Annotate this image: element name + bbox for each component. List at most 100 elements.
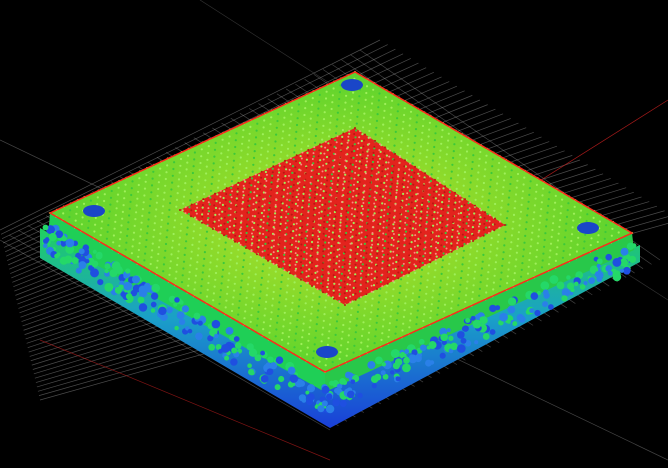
point xyxy=(460,337,467,344)
point xyxy=(413,251,416,254)
point xyxy=(347,334,350,337)
point xyxy=(269,318,272,321)
point xyxy=(238,235,241,238)
point xyxy=(472,147,476,150)
point xyxy=(196,254,199,257)
point xyxy=(367,273,370,276)
point xyxy=(371,160,375,164)
point xyxy=(229,258,232,261)
point xyxy=(367,148,370,151)
point xyxy=(596,258,603,265)
point xyxy=(226,155,229,159)
point xyxy=(255,194,258,197)
point xyxy=(221,275,224,278)
point xyxy=(219,224,222,227)
point xyxy=(408,189,412,192)
point xyxy=(331,101,334,104)
point xyxy=(329,149,332,152)
point xyxy=(135,204,138,207)
point xyxy=(381,250,384,253)
point xyxy=(263,209,266,212)
point xyxy=(393,281,396,284)
point xyxy=(296,210,299,213)
point xyxy=(371,157,374,160)
point xyxy=(549,249,552,252)
point xyxy=(424,172,426,175)
point xyxy=(251,300,254,303)
point xyxy=(248,369,255,376)
point xyxy=(536,242,539,245)
point xyxy=(437,235,440,238)
point xyxy=(246,283,250,286)
point xyxy=(207,281,210,285)
point xyxy=(190,215,192,218)
point xyxy=(394,267,397,270)
point xyxy=(186,154,190,157)
point xyxy=(279,157,282,160)
point xyxy=(530,238,533,241)
point xyxy=(424,264,426,266)
point xyxy=(468,195,471,198)
point xyxy=(448,191,451,194)
point xyxy=(493,223,496,226)
point xyxy=(276,250,279,253)
point xyxy=(151,177,154,180)
point xyxy=(109,196,113,199)
point xyxy=(177,185,180,188)
point xyxy=(193,223,196,226)
point xyxy=(251,226,254,229)
point xyxy=(310,273,313,276)
point xyxy=(403,107,406,110)
point xyxy=(406,151,409,154)
point xyxy=(465,317,471,323)
point xyxy=(330,107,333,111)
point xyxy=(242,265,245,269)
point xyxy=(169,260,172,263)
point xyxy=(386,284,389,287)
point xyxy=(287,140,290,143)
point xyxy=(275,263,278,266)
point xyxy=(157,252,160,256)
point xyxy=(332,398,341,407)
point xyxy=(289,248,292,251)
point xyxy=(450,170,453,173)
point xyxy=(303,244,307,247)
point xyxy=(307,205,310,208)
point xyxy=(261,133,264,136)
point xyxy=(312,356,315,360)
point xyxy=(220,282,223,285)
point xyxy=(427,193,430,196)
point xyxy=(440,135,443,138)
point xyxy=(357,198,360,201)
point xyxy=(338,248,341,251)
point xyxy=(301,219,304,222)
point xyxy=(365,252,368,255)
point xyxy=(239,156,242,159)
point xyxy=(277,308,280,311)
point xyxy=(184,212,187,215)
point xyxy=(373,147,376,150)
point xyxy=(265,164,268,167)
point xyxy=(328,330,331,333)
point xyxy=(472,234,475,237)
point xyxy=(367,338,370,341)
point xyxy=(349,190,352,194)
point xyxy=(285,168,288,171)
point xyxy=(368,266,371,269)
point xyxy=(219,231,222,234)
point xyxy=(318,205,321,208)
point xyxy=(124,183,127,186)
point xyxy=(317,223,320,226)
point xyxy=(398,162,401,164)
point xyxy=(607,270,613,276)
point xyxy=(443,197,445,199)
point xyxy=(329,200,332,203)
point xyxy=(460,139,463,143)
point xyxy=(235,269,238,272)
point xyxy=(316,167,319,170)
point xyxy=(195,332,203,341)
point xyxy=(202,198,205,201)
point xyxy=(172,167,175,171)
point xyxy=(122,204,125,207)
